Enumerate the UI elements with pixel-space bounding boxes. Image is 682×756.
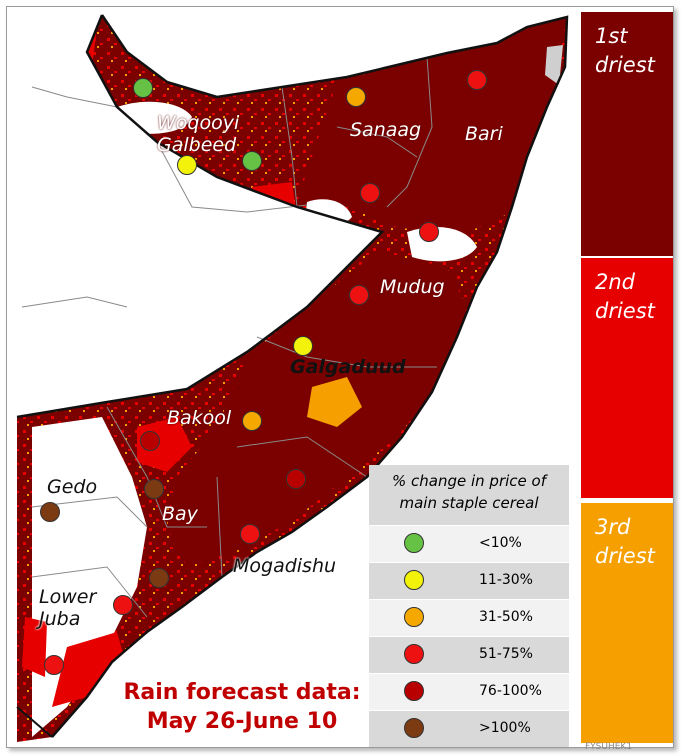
price-marker — [177, 155, 197, 175]
price-marker — [242, 411, 262, 431]
price-marker — [133, 78, 153, 98]
legend-swatch — [404, 570, 424, 590]
region-lower-juba-line1: Lower — [39, 586, 97, 608]
legend-title-line2: main staple cereal — [399, 493, 539, 512]
region-label-sanaag: Sanaag — [350, 119, 422, 141]
price-legend: % change in price of main staple cereal … — [369, 465, 569, 747]
region-label-bakool: Bakool — [167, 407, 232, 429]
legend-swatch — [404, 644, 424, 664]
somalia-drought-map — [7, 7, 673, 747]
watermark-text: FYSUHEK1 — [585, 742, 633, 752]
legend-row: 76-100% — [369, 673, 569, 710]
price-marker — [140, 431, 160, 451]
forecast-caption: Rain forecast data: May 26-June 10 — [117, 679, 367, 736]
band-1st-driest: 1st driest — [581, 12, 673, 256]
region-lower-juba-line2: Juba — [39, 607, 81, 630]
band-3rd-driest: 3rd driest — [581, 503, 673, 743]
price-marker — [286, 469, 306, 489]
legend-title: % change in price of main staple cereal — [369, 465, 569, 525]
region-woqooyi-line2: Galbeed — [157, 133, 237, 156]
band-3rd-line2: driest — [595, 544, 655, 569]
price-marker — [349, 285, 369, 305]
legend-swatch — [404, 607, 424, 627]
price-marker — [346, 87, 366, 107]
price-marker — [242, 151, 262, 171]
price-marker — [360, 183, 380, 203]
legend-title-line1: % change in price of — [392, 472, 546, 490]
legend-row: <10% — [369, 525, 569, 562]
legend-label: <10% — [479, 535, 522, 551]
region-label-woqooyi-galbeed: Woqooyi Galbeed — [157, 112, 240, 157]
legend-label: >100% — [479, 720, 531, 736]
legend-row: 51-75% — [369, 636, 569, 673]
forecast-line1: Rain forecast data: — [123, 680, 361, 705]
legend-label: 51-75% — [479, 646, 533, 662]
band-2nd-line1: 2nd — [595, 270, 636, 294]
legend-label: 76-100% — [479, 683, 542, 699]
price-marker — [419, 222, 439, 242]
price-marker — [113, 595, 133, 615]
band-3rd-line1: 3rd — [595, 515, 631, 539]
legend-row: 11-30% — [369, 562, 569, 599]
forecast-line2: May 26-June 10 — [146, 708, 338, 734]
map-figure: 1st driest 2nd driest 3rd driest Woqooyi Gal… — [6, 6, 674, 748]
region-label-gedo: Gedo — [47, 476, 98, 498]
price-marker — [240, 524, 260, 544]
region-label-galgaduud: Galgaduud — [290, 356, 406, 378]
region-label-bay: Bay — [162, 503, 198, 525]
region-label-bari: Bari — [465, 123, 503, 145]
price-marker — [149, 568, 169, 588]
legend-swatch — [404, 681, 424, 701]
legend-row: 31-50% — [369, 599, 569, 636]
price-marker — [44, 655, 64, 675]
legend-swatch — [404, 533, 424, 553]
band-1st-line1: 1st — [595, 24, 628, 48]
price-marker — [293, 336, 313, 356]
band-1st-line2: driest — [595, 53, 655, 78]
legend-swatch — [404, 718, 424, 738]
region-label-mudug: Mudug — [380, 276, 445, 298]
region-label-mogadishu: Mogadishu — [233, 555, 337, 577]
legend-label: 11-30% — [479, 572, 533, 588]
region-label-lower-juba: Lower Juba — [39, 586, 97, 631]
price-marker — [467, 70, 487, 90]
price-marker — [40, 502, 60, 522]
band-2nd-driest: 2nd driest — [581, 258, 673, 498]
legend-row: >100% — [369, 710, 569, 747]
region-woqooyi-line1: Woqooyi — [157, 112, 240, 134]
legend-label: 31-50% — [479, 609, 533, 625]
price-marker — [144, 479, 164, 499]
band-2nd-line2: driest — [595, 299, 655, 324]
